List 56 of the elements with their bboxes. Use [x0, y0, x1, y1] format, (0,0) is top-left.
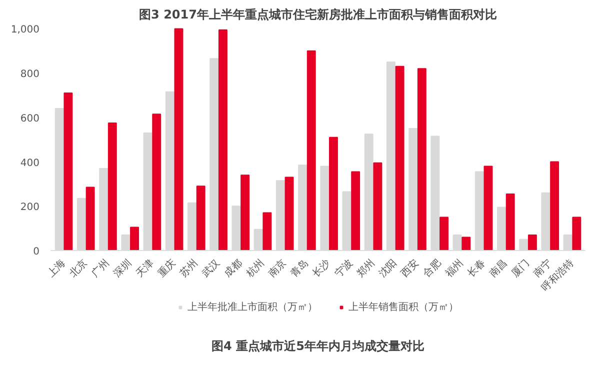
x-tick-label: 福州 — [442, 256, 466, 280]
y-tick-label: 0 — [33, 246, 40, 258]
x-tick-label: 长春 — [465, 256, 488, 280]
bar — [506, 193, 515, 250]
x-tick-label: 重庆 — [156, 256, 178, 280]
bar — [130, 226, 139, 250]
x-tick-label: 西安 — [398, 256, 422, 280]
x-tick-label: 深圳 — [111, 256, 134, 280]
bar — [351, 171, 360, 250]
x-tick-label: 上海 — [45, 256, 68, 280]
bar — [306, 50, 316, 250]
bar — [440, 216, 448, 250]
x-tick-label: 厦门 — [509, 256, 532, 280]
bar — [240, 174, 250, 250]
x-tick-label: 广州 — [89, 256, 112, 280]
chart-title: 图3 2017年上半年重点城市住宅新房批准上市面积与销售面积对比 — [139, 8, 497, 22]
bar — [462, 236, 471, 250]
x-tick-label: 沈阳 — [376, 256, 400, 280]
y-tick-label: 600 — [20, 113, 40, 124]
bar — [373, 162, 382, 250]
x-tick-label: 宁波 — [332, 256, 356, 280]
x-tick-label: 天津 — [133, 256, 156, 280]
x-tick-label: 青岛 — [288, 256, 311, 280]
bar — [262, 212, 272, 250]
legend-label: 上半年销售面积（万㎡） — [348, 300, 458, 314]
y-tick-label: 800 — [20, 69, 40, 80]
bar — [528, 234, 537, 250]
bar — [174, 28, 184, 250]
x-tick-label: 南京 — [266, 256, 289, 280]
bar — [328, 136, 338, 250]
bar — [218, 29, 228, 250]
x-tick-label: 武汉 — [200, 256, 222, 280]
y-tick-label: 400 — [20, 158, 40, 169]
bar — [152, 114, 162, 250]
bar — [484, 166, 493, 250]
bar — [196, 186, 206, 250]
bar — [64, 92, 73, 250]
x-tick-label: 合肥 — [420, 256, 444, 280]
caption: 图4 重点城市近5年年内月均成交量对比 — [212, 339, 424, 353]
y-tick-label: 200 — [20, 202, 40, 214]
legend-label: 上半年批准上市面积（万㎡） — [188, 300, 318, 314]
y-tick-label: 1,000 — [10, 24, 40, 36]
x-tick-label: 苏州 — [178, 256, 200, 280]
bar — [572, 216, 582, 250]
bar — [86, 186, 95, 250]
bar — [108, 122, 117, 250]
bar — [417, 68, 426, 250]
bar — [550, 161, 560, 250]
x-tick-label: 成都 — [222, 256, 245, 280]
x-tick-label: 郑州 — [354, 256, 378, 280]
bar — [284, 176, 294, 250]
x-tick-label: 北京 — [67, 256, 90, 280]
x-tick-label: 长沙 — [310, 256, 333, 280]
x-tick-label: 南昌 — [487, 256, 510, 280]
bar — [395, 66, 404, 250]
x-tick-label: 杭州 — [243, 256, 267, 280]
